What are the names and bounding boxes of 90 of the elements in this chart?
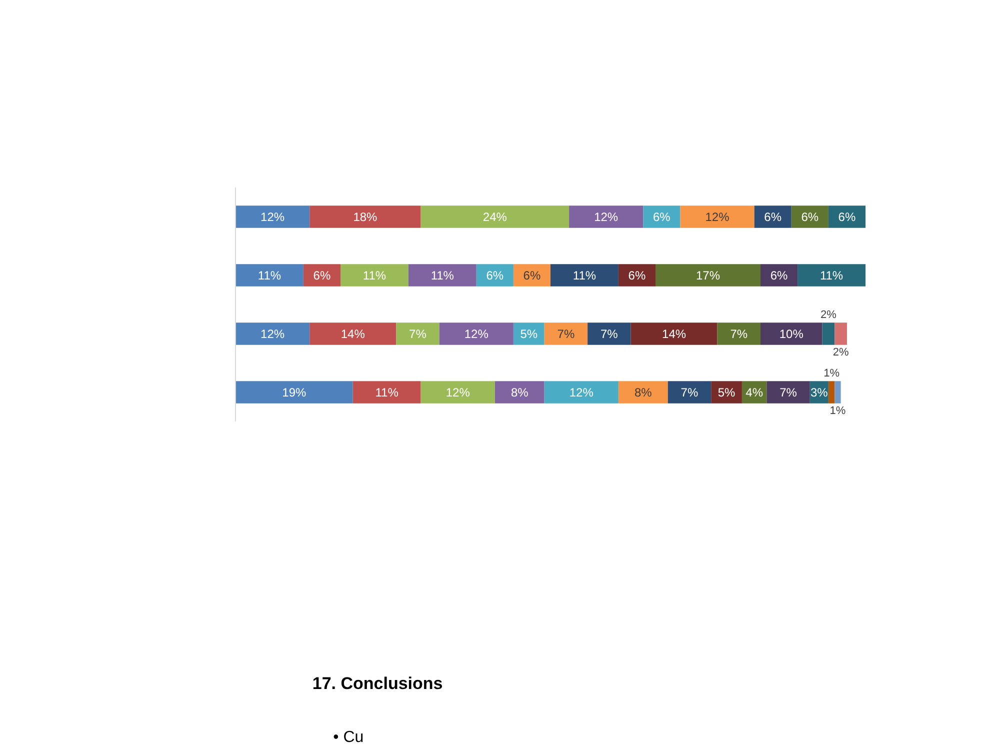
bar: [822, 322, 835, 345]
data-label: 11%: [362, 268, 386, 282]
data-label: 12%: [446, 385, 470, 400]
bar: [680, 206, 754, 228]
data-label: 5%: [520, 326, 538, 341]
bar: [618, 264, 656, 286]
data-label: 6%: [764, 210, 782, 224]
bar: [550, 264, 618, 286]
bar: [760, 264, 798, 286]
data-label: 7%: [409, 326, 427, 341]
data-label: 6%: [653, 210, 671, 224]
data-label: 7%: [680, 385, 698, 400]
data-label: 12%: [464, 326, 489, 341]
bar: [754, 206, 792, 228]
data-label: 6%: [313, 268, 331, 282]
bar: [630, 322, 718, 345]
bar: [352, 381, 421, 404]
bar: [643, 206, 680, 228]
bar: [420, 381, 495, 404]
data-label: 11%: [820, 268, 844, 282]
bar: [766, 381, 810, 404]
data-label: 8%: [634, 385, 652, 400]
data-label: 11%: [430, 268, 454, 282]
data-label: 12%: [260, 210, 285, 224]
data-label: 4%: [746, 385, 764, 400]
bar: [828, 381, 835, 404]
bar: [303, 264, 340, 286]
data-label: 8%: [510, 385, 529, 400]
bar: [656, 264, 760, 286]
data-label: 12%: [260, 326, 285, 341]
bar: [236, 264, 304, 286]
data-label: 6%: [486, 268, 504, 282]
data-label: 14%: [340, 326, 366, 341]
bar: [798, 264, 866, 286]
bar: [494, 381, 544, 404]
data-label: 5%: [718, 385, 736, 400]
data-label: 1%: [830, 405, 846, 418]
bar: [588, 322, 631, 345]
data-label: 6%: [523, 268, 541, 282]
data-label: 7%: [780, 385, 798, 400]
data-label: 12%: [594, 210, 618, 224]
bar: [310, 206, 421, 228]
data-label: 1%: [824, 367, 840, 380]
bar: [310, 322, 396, 345]
bar: [834, 381, 841, 404]
data-label: 7%: [600, 326, 618, 341]
bar: [396, 322, 440, 345]
bar: [340, 264, 408, 286]
data-label: 2%: [820, 308, 837, 321]
data-label: 19%: [282, 385, 307, 400]
bar: [717, 322, 760, 345]
text: 17. Conclusions: [312, 674, 443, 693]
data-label: 14%: [662, 326, 686, 341]
bar: [544, 381, 618, 404]
text: • Cu: [333, 729, 364, 746]
bar: [236, 381, 353, 404]
data-label: 6%: [801, 210, 819, 224]
bar: [828, 206, 866, 228]
data-label: 17%: [696, 268, 720, 282]
bar: [544, 322, 588, 345]
bar: [420, 206, 570, 228]
data-label: 6%: [838, 210, 856, 224]
data-label: 12%: [569, 385, 594, 400]
data-label: 3%: [810, 385, 828, 400]
data-label: 18%: [353, 210, 378, 224]
data-label: 10%: [779, 326, 804, 341]
bar: [476, 264, 514, 286]
data-label: 2%: [832, 346, 849, 359]
data-label: 7%: [730, 326, 748, 341]
data-label: 6%: [628, 268, 646, 282]
bar: [569, 206, 644, 228]
bar: [236, 206, 310, 228]
bar: [236, 322, 310, 345]
bar: [834, 322, 847, 345]
bar: [513, 322, 544, 345]
bar: [791, 206, 828, 228]
data-label: 6%: [770, 268, 788, 282]
bar: [668, 381, 712, 404]
bar: [618, 381, 668, 404]
bar: [760, 322, 822, 345]
bar: [408, 264, 476, 286]
data-label: 12%: [705, 210, 730, 224]
data-label: 11%: [375, 385, 399, 400]
data-label: 7%: [557, 326, 575, 341]
bar: [711, 381, 742, 404]
data-label: 11%: [258, 268, 282, 282]
bar: [513, 264, 550, 286]
bar: [439, 322, 514, 345]
data-label: 24%: [482, 210, 508, 224]
data-label: 11%: [572, 268, 596, 282]
